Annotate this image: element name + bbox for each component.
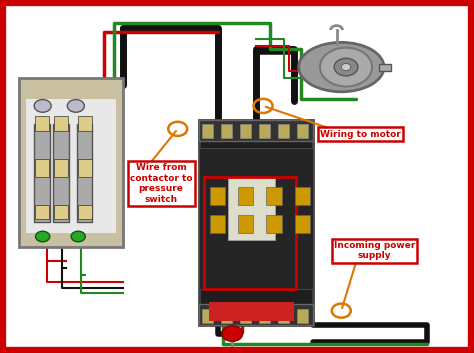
Text: Wire from
contactor to
pressure
switch: Wire from contactor to pressure switch [130,163,192,204]
FancyBboxPatch shape [240,124,251,138]
FancyBboxPatch shape [202,124,213,138]
FancyBboxPatch shape [266,215,282,233]
FancyBboxPatch shape [228,176,275,240]
FancyBboxPatch shape [35,205,49,219]
FancyBboxPatch shape [35,116,49,131]
FancyBboxPatch shape [34,124,50,222]
Ellipse shape [299,42,384,92]
FancyBboxPatch shape [221,309,232,323]
FancyBboxPatch shape [199,120,313,325]
FancyBboxPatch shape [199,148,313,289]
FancyBboxPatch shape [78,159,92,176]
FancyBboxPatch shape [266,187,282,205]
FancyBboxPatch shape [259,124,270,138]
FancyBboxPatch shape [221,124,232,138]
FancyBboxPatch shape [295,215,310,233]
Circle shape [320,48,372,86]
Circle shape [222,326,243,341]
FancyBboxPatch shape [78,116,92,131]
FancyBboxPatch shape [210,215,225,233]
Text: Incoming power
supply: Incoming power supply [334,241,415,260]
FancyBboxPatch shape [54,116,68,131]
FancyBboxPatch shape [209,302,294,321]
FancyBboxPatch shape [78,205,92,219]
FancyBboxPatch shape [210,187,225,205]
FancyBboxPatch shape [199,120,313,141]
Circle shape [34,100,51,112]
FancyBboxPatch shape [240,309,251,323]
FancyBboxPatch shape [297,124,308,138]
FancyBboxPatch shape [19,78,123,247]
FancyBboxPatch shape [379,64,391,71]
FancyBboxPatch shape [77,124,92,222]
FancyBboxPatch shape [53,124,69,222]
FancyBboxPatch shape [238,215,253,233]
Circle shape [334,58,358,76]
Circle shape [71,231,85,242]
FancyBboxPatch shape [54,205,68,219]
FancyBboxPatch shape [295,187,310,205]
FancyBboxPatch shape [35,159,49,176]
FancyBboxPatch shape [202,309,213,323]
Circle shape [36,231,50,242]
Text: Wiring to motor: Wiring to motor [320,130,401,139]
FancyBboxPatch shape [278,309,289,323]
FancyBboxPatch shape [26,99,116,233]
FancyBboxPatch shape [259,309,270,323]
Circle shape [341,64,351,71]
FancyBboxPatch shape [297,309,308,323]
FancyBboxPatch shape [238,187,253,205]
FancyBboxPatch shape [278,124,289,138]
Circle shape [67,100,84,112]
FancyBboxPatch shape [199,304,313,325]
FancyBboxPatch shape [54,159,68,176]
